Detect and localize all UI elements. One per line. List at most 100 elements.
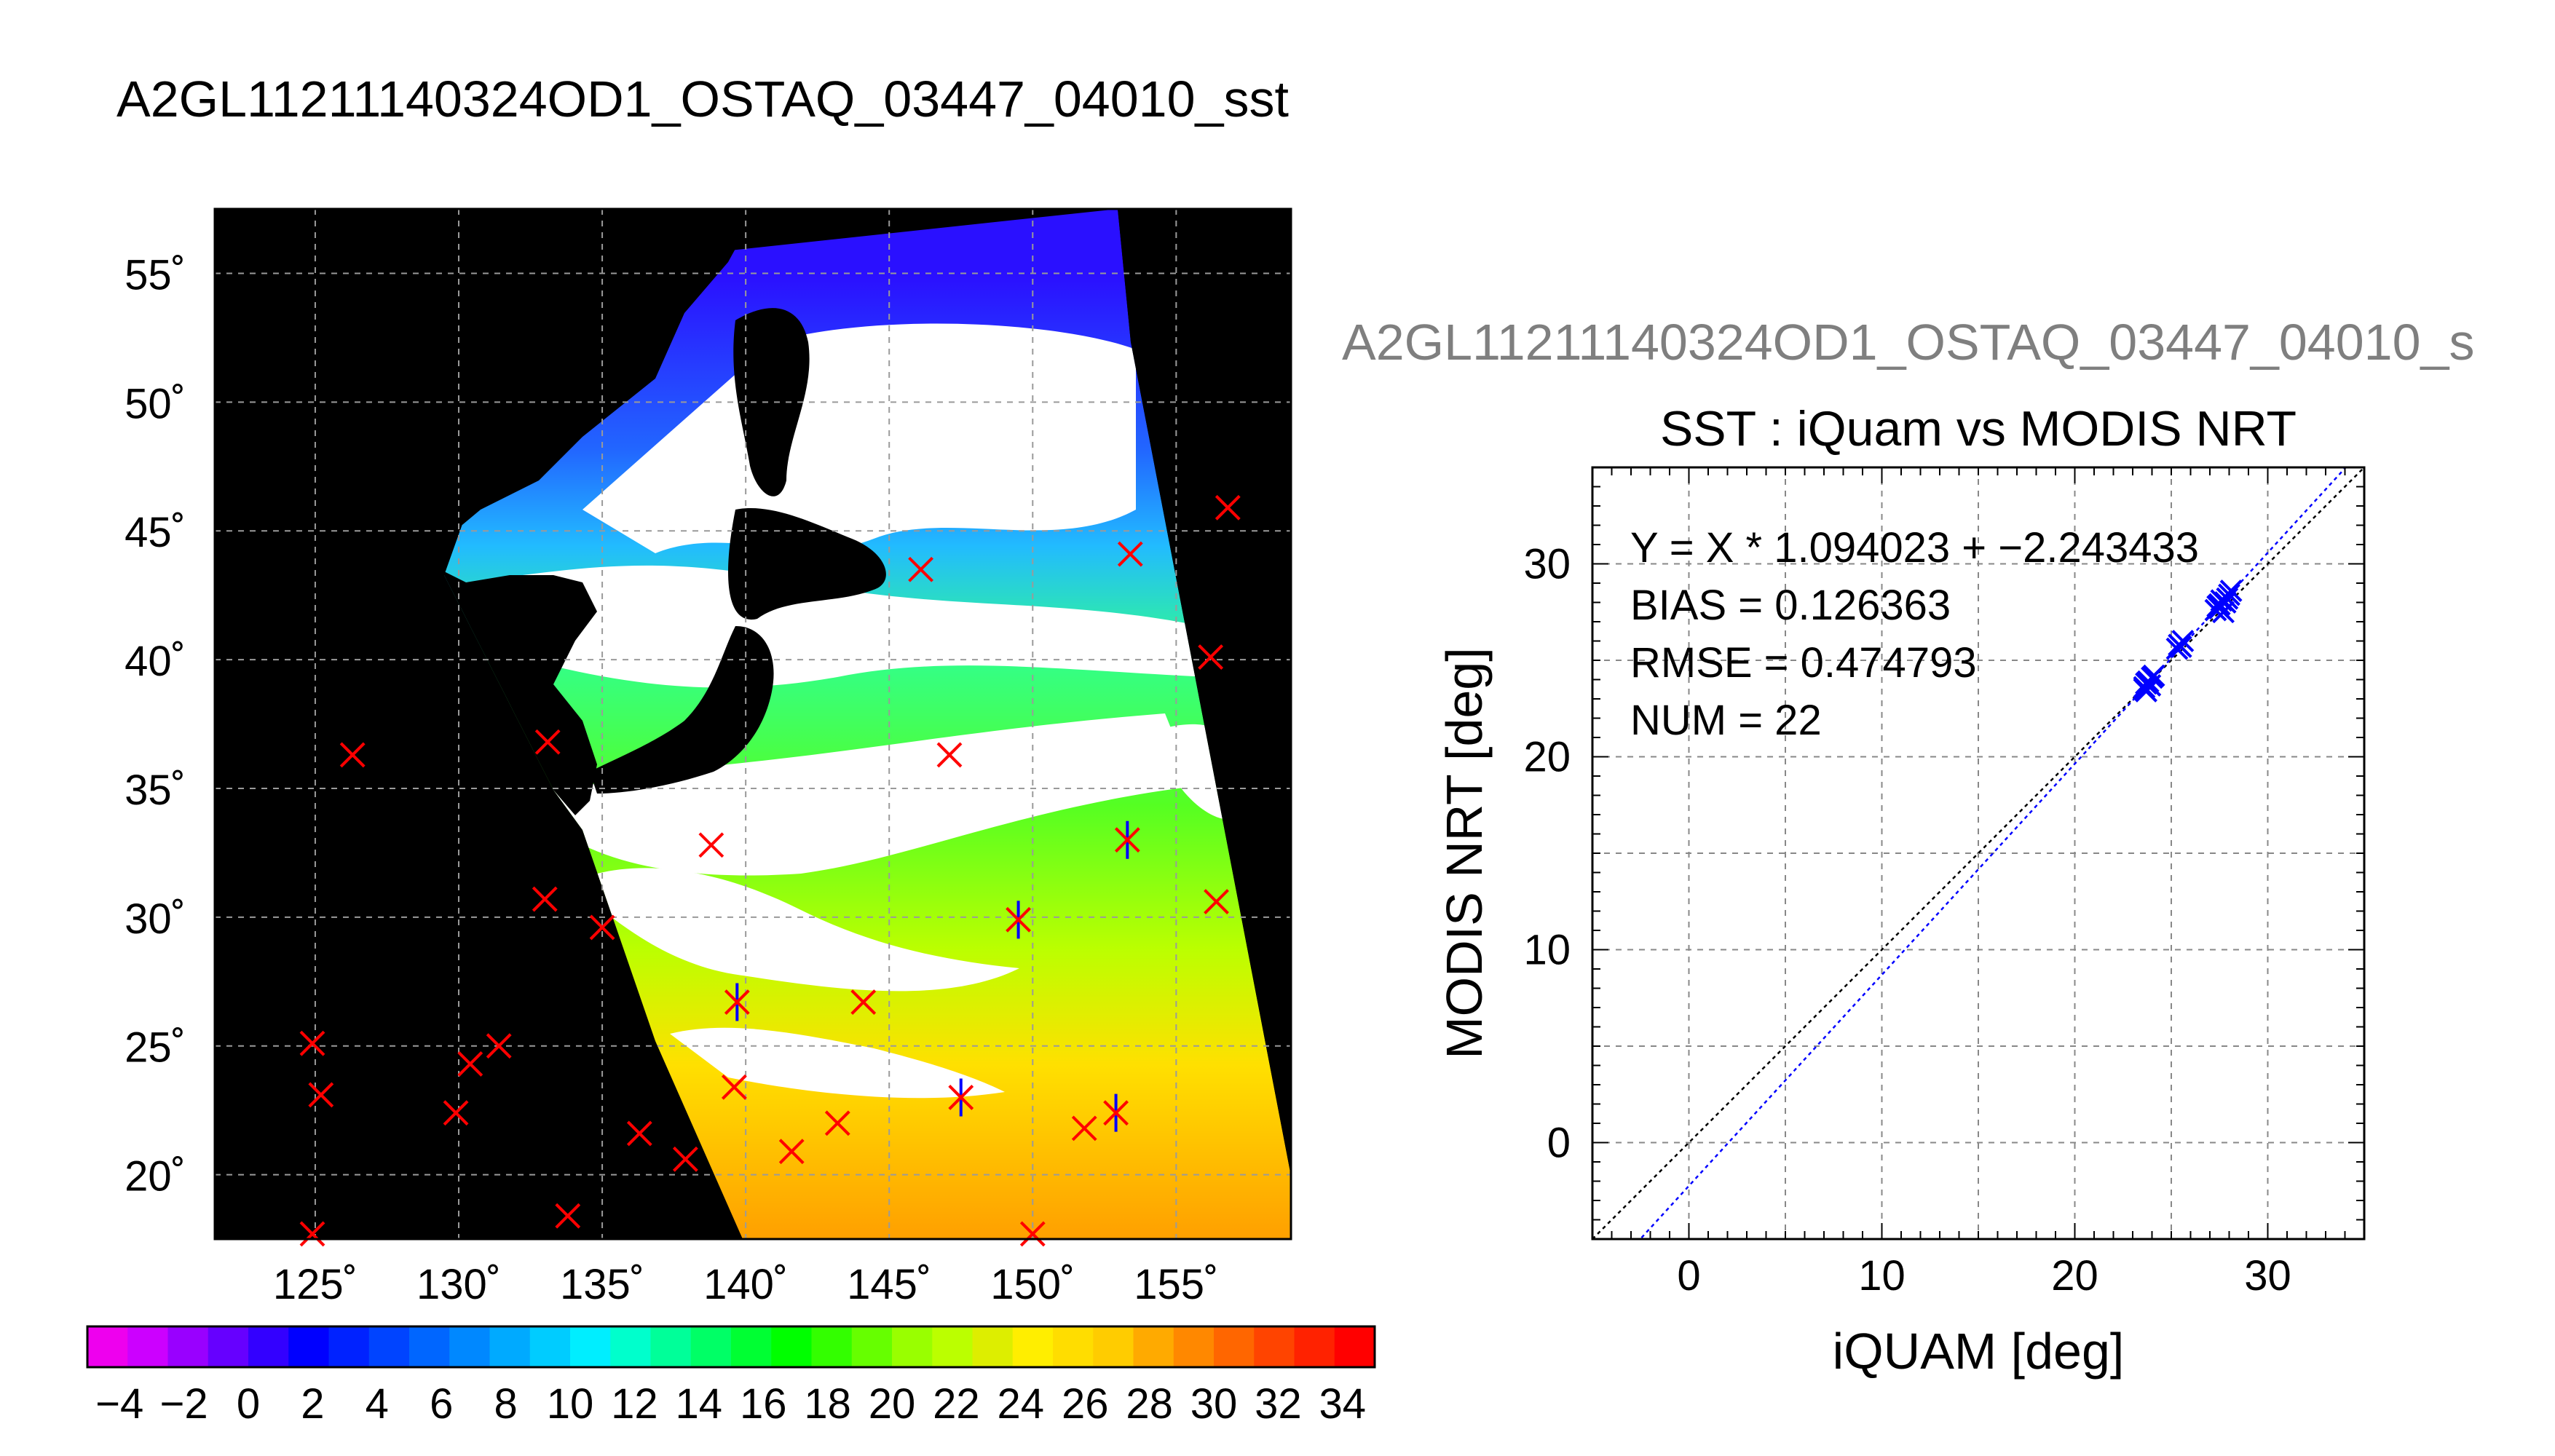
colorbar-cell [248,1326,289,1367]
x-tick-label: 0 [1677,1252,1700,1299]
lat-label: 35˚ [125,767,186,814]
matchup-x-marker [721,1074,747,1100]
colorbar-cell [87,1326,128,1367]
colorbar-tick-label: 32 [1255,1380,1302,1428]
colorbar-cell [127,1326,168,1367]
matchup-x-marker [1019,1221,1046,1247]
land-hokkaido [728,508,886,620]
colorbar-cell [328,1326,370,1367]
scatter-plot: SST : iQuam vs MODIS NRT 0 10 20 30 0 10 20 30… [1436,401,2366,1380]
colorbar-cell [851,1326,893,1367]
map-matchup-markers [299,494,1241,1247]
figure-title: A2GL11211140324OD1_OSTAQ_03447_04010_sst [117,71,1289,127]
matchup-x-marker [936,742,963,768]
colorbar-cell [489,1326,531,1367]
scatter-panel-title: A2GL11211140324OD1_OSTAQ_03447_04010_s [1342,314,2475,371]
lat-label: 45˚ [125,509,186,556]
matchup-x-marker [948,1085,974,1110]
land-asia-coast [215,209,757,815]
colorbar-cell [1173,1326,1215,1367]
y-tick-label: 20 [1523,734,1571,781]
land-honshu [590,626,774,794]
colorbar-tick-label: −2 [160,1380,208,1428]
colorbar-cell [208,1326,249,1367]
matchup-x-marker [778,1139,805,1165]
map-longitude-labels: 125˚ 130˚ 135˚ 140˚ 145˚ 150˚ 155˚ [273,1261,1218,1308]
colorbar-frame [86,1325,1376,1369]
colorbar-tick-label: 28 [1126,1380,1173,1428]
regression-line [1639,467,2347,1239]
y-axis-label: MODIS NRT [deg] [1436,647,1493,1059]
matchup-x-marker [299,1030,325,1056]
scatter-y-tick-labels: 0 10 20 30 [1523,541,1571,1167]
lat-label: 20˚ [125,1153,186,1200]
matchup-x-marker [339,742,366,768]
colorbar-cell [1294,1326,1335,1367]
matchup-x-marker [299,1221,325,1247]
statistics-line: NUM = 22 [1630,697,1822,744]
statistics-line: Y = X * 1.094023 + −2.243433 [1630,524,2199,571]
colorbar-cell [771,1326,812,1367]
colorbar-tick-label: 2 [301,1380,324,1428]
matchup-x-marker [1114,827,1140,853]
matchup-x-marker [534,729,561,755]
matchup-x-marker [532,886,558,912]
lat-label: 30˚ [125,895,186,943]
colorbar-cell [368,1326,410,1367]
map-graticule [215,209,1291,1239]
colorbar-tick-label: 22 [933,1380,980,1428]
cloud-cover [466,323,1260,1099]
colorbar-cell [690,1326,732,1367]
scatter-point [2133,678,2156,701]
lon-label: 135˚ [560,1261,644,1308]
lon-label: 155˚ [1134,1261,1218,1308]
lon-label: 140˚ [703,1261,788,1308]
colorbar-cell [167,1326,209,1367]
matchup-x-marker [698,832,724,858]
colorbar-cell [570,1326,611,1367]
lat-label: 40˚ [125,638,186,685]
scatter-grid [1592,467,2364,1239]
matchup-x-marker [850,989,877,1015]
lon-label: 125˚ [273,1261,358,1308]
land [215,209,886,815]
colorbar-cell [1334,1326,1375,1367]
colorbar-cell [610,1326,651,1367]
y-tick-label: 30 [1523,541,1571,588]
matchup-x-marker [1071,1115,1097,1142]
colorbar-cell [650,1326,692,1367]
matchup-x-marker [443,1100,469,1126]
x-tick-label: 20 [2051,1252,2098,1299]
matchup-x-marker [589,914,615,941]
colorbar-tick-label: 12 [611,1380,658,1428]
colorbar-cell [1214,1326,1255,1367]
colorbar-tick-label: 34 [1319,1380,1367,1428]
colorbar-tick-label: 10 [547,1380,594,1428]
map-frame [213,207,1292,1241]
matchup-x-marker [308,1082,334,1108]
colorbar-cell [529,1326,571,1367]
scatter-points [2133,579,2243,703]
x-tick-label: 10 [1858,1252,1906,1299]
colorbar-cell [1012,1326,1054,1367]
scatter-point [2142,664,2165,687]
colorbar-tick-labels: −4 −2 0 2 4 6 8 10 12 14 16 18 20 22 24 26 28 30 32 34 [95,1380,1366,1428]
lat-label: 25˚ [125,1024,186,1072]
matchup-x-marker [457,1051,483,1077]
map-latitude-labels: 55˚ 50˚ 45˚ 40˚ 35˚ 30˚ 25˚ 20˚ [125,251,186,1200]
scatter-statistics: Y = X * 1.094023 + −2.243433 BIAS = 0.126… [1630,524,2199,744]
y-tick-label: 10 [1523,927,1571,974]
matchup-x-marker [486,1033,512,1059]
colorbar-tick-label: 18 [804,1380,851,1428]
colorbar-tick-label: 26 [1062,1380,1109,1428]
colorbar-tick-label: −4 [95,1380,143,1428]
matchup-x-marker [824,1110,850,1136]
sst-map: 55˚ 50˚ 45˚ 40˚ 35˚ 30˚ 25˚ 20˚ 125˚ 130˚ 135˚ 140… [125,207,1292,1308]
scatter-x-tick-labels: 0 10 20 30 [1677,1252,2291,1299]
lon-label: 150˚ [990,1261,1075,1308]
x-tick-label: 30 [2244,1252,2291,1299]
colorbar-tick-label: 24 [998,1380,1045,1428]
no-data-region [1118,209,1291,1176]
colorbar-tick-label: 0 [237,1380,260,1428]
colorbar-cell [731,1326,772,1367]
